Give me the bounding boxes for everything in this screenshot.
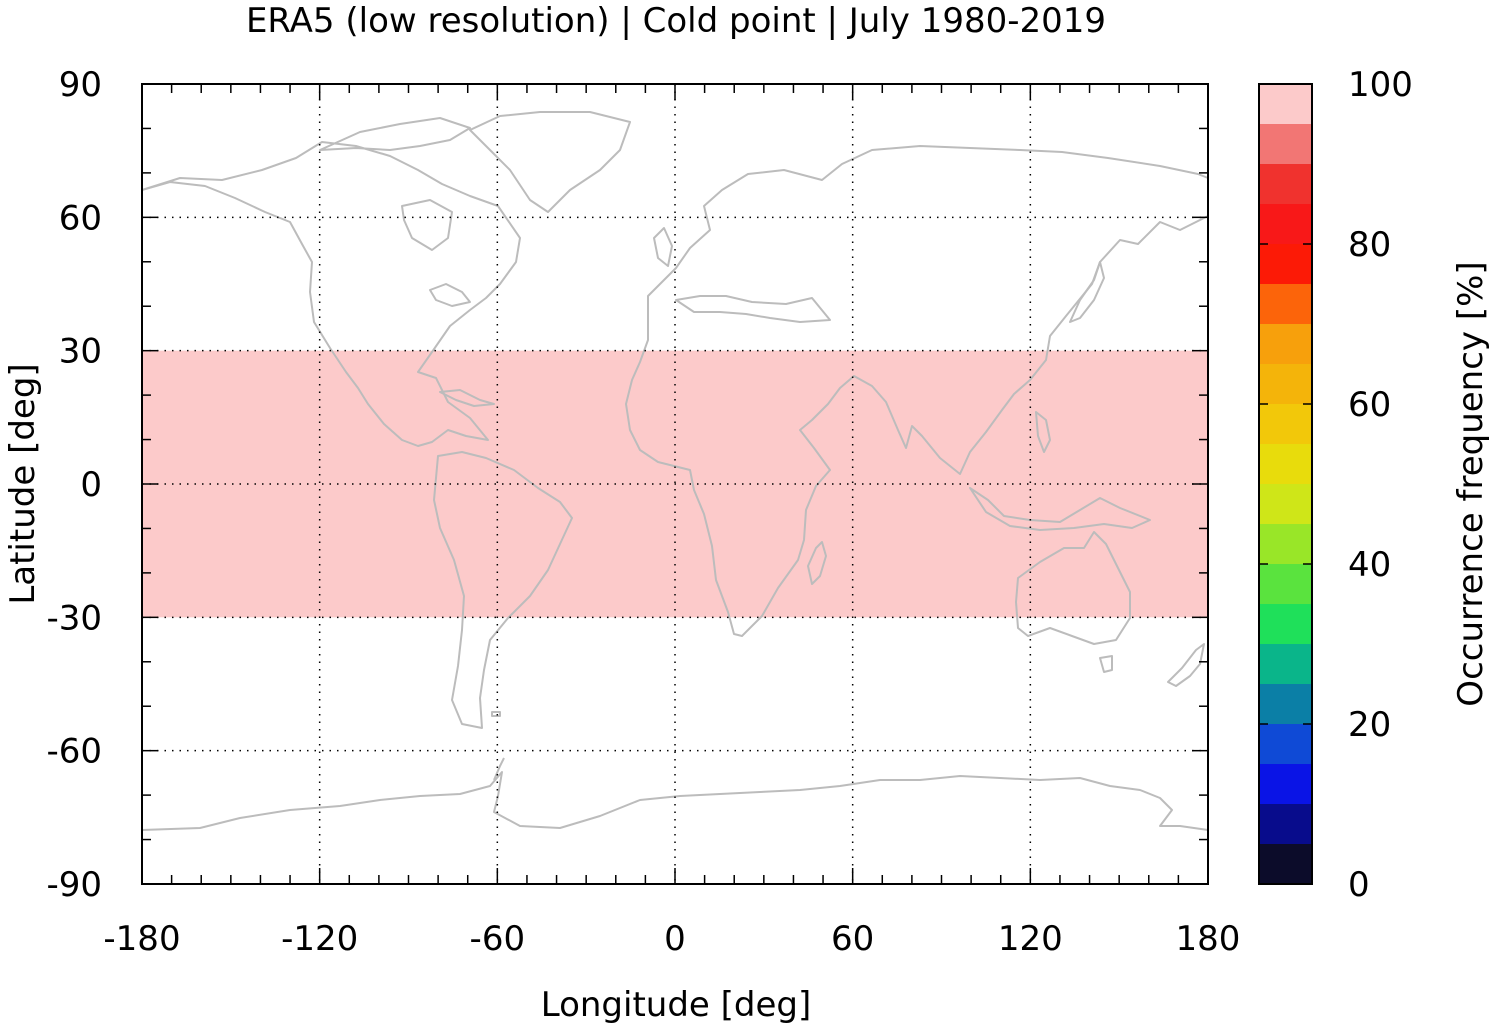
colorbar-label: Occurrence frequency [%] xyxy=(1451,261,1491,706)
colorbar-tick-label: 100 xyxy=(1348,65,1413,105)
colorbar-swatch xyxy=(1259,364,1312,404)
colorbar-tick-label: 40 xyxy=(1348,545,1391,585)
colorbar-swatch xyxy=(1259,804,1312,844)
coastline-australia xyxy=(1015,531,1131,645)
colorbar-swatch xyxy=(1259,284,1312,324)
y-axis-label: Latitude [deg] xyxy=(3,363,43,604)
colorbar-swatch xyxy=(1259,684,1312,724)
y-tick-label: 30 xyxy=(59,332,102,372)
colorbar-tick-label: 60 xyxy=(1348,385,1391,425)
colorbar-swatch xyxy=(1259,164,1312,204)
coastline-antarctica xyxy=(141,771,1209,831)
coastline-indonesia xyxy=(969,487,1151,531)
colorbar-swatch xyxy=(1259,444,1312,484)
y-tick-label: -30 xyxy=(46,598,102,638)
colorbar-swatch xyxy=(1259,524,1312,564)
colorbar-swatch xyxy=(1259,764,1312,804)
coastline-map xyxy=(141,111,1209,831)
x-tick-label: -180 xyxy=(103,919,180,959)
colorbar-swatch xyxy=(1259,84,1312,124)
coastline-north-america xyxy=(141,141,521,447)
coastline-madagascar xyxy=(807,541,827,585)
colorbar-swatch xyxy=(1259,724,1312,764)
colorbar-swatch xyxy=(1259,124,1312,164)
coastline-antarctic-peninsula xyxy=(493,757,505,781)
colorbar-frame xyxy=(1258,83,1313,885)
coastline-falklands xyxy=(491,711,501,717)
colorbar-swatch xyxy=(1259,604,1312,644)
y-tick-label: 0 xyxy=(80,465,102,505)
y-tick-label: 90 xyxy=(59,65,102,105)
colorbar-swatch xyxy=(1259,644,1312,684)
colorbar-tick-label: 80 xyxy=(1348,225,1391,265)
colorbar-swatch xyxy=(1259,844,1312,884)
coastline-mediterranean xyxy=(675,295,831,323)
y-tick-layer: 90 60 30 0 -30 -60 -90 xyxy=(46,65,102,905)
coastline-greenland xyxy=(469,111,631,213)
coastline-tasmania xyxy=(1099,655,1113,673)
colorbar-swatch xyxy=(1259,564,1312,604)
colorbar-swatch xyxy=(1259,484,1312,524)
coastline-arctic-islands xyxy=(319,117,471,151)
colorbar-swatch xyxy=(1259,404,1312,444)
coastline-hudson-bay xyxy=(401,199,453,251)
colorbar-swatch xyxy=(1259,204,1312,244)
x-tick-label: -60 xyxy=(470,919,526,959)
coastline-philippines xyxy=(1035,411,1051,453)
coastline-cuba xyxy=(439,389,495,407)
x-axis-label: Longitude [deg] xyxy=(541,985,812,1025)
chart-title: ERA5 (low resolution) | Cold point | Jul… xyxy=(246,1,1106,41)
coastline-europe-africa xyxy=(625,145,1209,637)
colorbar xyxy=(1259,84,1312,884)
x-tick-label: 180 xyxy=(1176,919,1241,959)
x-tick-label: -120 xyxy=(281,919,358,959)
coastline-south-america xyxy=(433,451,573,729)
colorbar-swatch xyxy=(1259,244,1312,284)
colorbar-tick-label: 0 xyxy=(1348,865,1370,905)
colorbar-swatch xyxy=(1259,324,1312,364)
coastline-british-isles xyxy=(653,227,673,267)
minor-tick-layer xyxy=(142,84,1208,884)
y-tick-label: -90 xyxy=(46,865,102,905)
y-tick-label: -60 xyxy=(46,732,102,772)
colorbar-tick-label: 20 xyxy=(1348,705,1391,745)
x-tick-label: 0 xyxy=(664,919,686,959)
coastline-great-lakes xyxy=(429,283,471,307)
y-tick-label: 60 xyxy=(59,198,102,238)
x-tick-layer: -180 -120 -60 0 60 120 180 xyxy=(103,919,1240,959)
coastline-new-zealand xyxy=(1167,643,1205,687)
coastline-japan xyxy=(1069,261,1105,323)
colorbar-tick-layer: 100 80 60 40 20 0 xyxy=(1259,65,1413,905)
x-tick-label: 60 xyxy=(831,919,874,959)
grid-layer xyxy=(142,84,1208,884)
x-tick-label: 120 xyxy=(998,919,1063,959)
